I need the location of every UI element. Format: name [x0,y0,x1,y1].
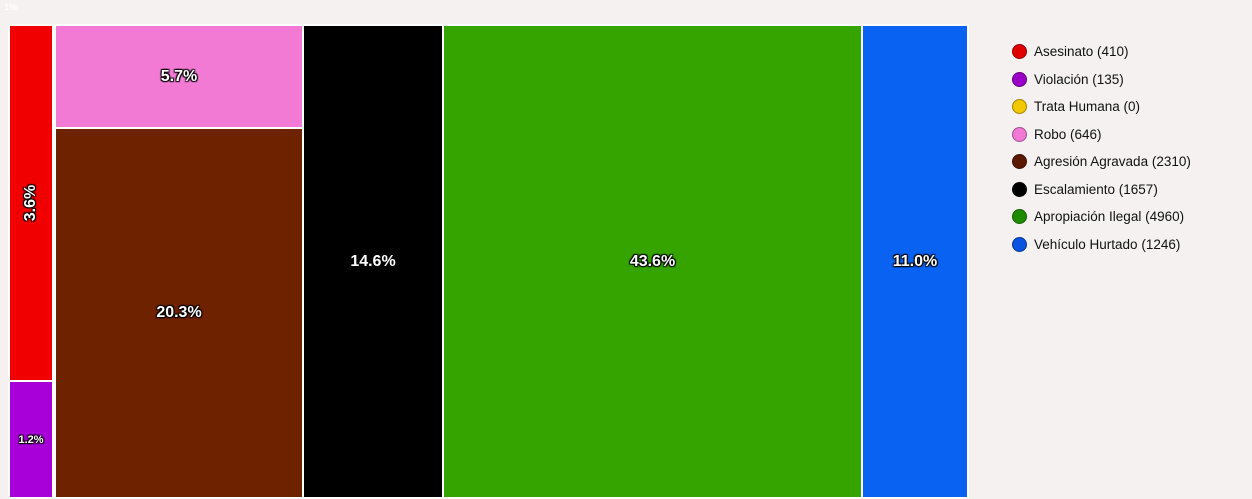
cell-violacion[interactable]: 1.2% [8,380,54,499]
legend-item-apropiacion-ilegal[interactable]: Apropiación Ilegal (4960) [1012,203,1248,231]
legend-label: Robo (646) [1034,126,1102,142]
legend: Asesinato (410) Violación (135) Trata Hu… [1012,38,1248,258]
cell-label-apropiacion-ilegal: 43.6% [629,252,676,270]
legend-label: Asesinato (410) [1034,44,1129,60]
legend-dot-icon [1012,44,1027,60]
legend-item-robo[interactable]: Robo (646) [1012,121,1248,149]
cell-label-robo: 5.7% [160,67,198,85]
cell-label-agresion-agravada: 20.3% [156,304,202,321]
legend-dot-icon [1012,209,1027,225]
legend-label: Trata Humana (0) [1034,99,1141,115]
cell-label-violacion: 1.2% [18,433,44,446]
legend-item-asesinato[interactable]: Asesinato (410) [1012,38,1248,66]
cell-label-vehiculo-hurtado: 11.0% [892,252,938,270]
cell-label-asesinato: 3.6% [22,184,39,222]
cell-asesinato[interactable]: 3.6% [8,24,54,382]
corner-label: 1% [4,2,18,12]
legend-label: Escalamiento (1657) [1034,181,1158,197]
cell-label-escalamiento: 14.6% [350,252,396,270]
cell-agresion-agravada[interactable]: 20.3% [54,127,304,499]
legend-item-escalamiento[interactable]: Escalamiento (1657) [1012,176,1248,204]
cell-apropiacion-ilegal[interactable]: 43.6% [442,24,863,499]
legend-item-violacion[interactable]: Violación (135) [1012,66,1248,94]
legend-dot-icon [1012,236,1027,252]
legend-label: Vehículo Hurtado (1246) [1034,236,1181,252]
treemap-chart: 1% 3.6% 1.2% 5.7% 20.3% 14.6% 43.6% 11.0… [4,2,969,499]
legend-item-agresion-agravada[interactable]: Agresión Agravada (2310) [1012,148,1248,176]
cell-vehiculo-hurtado[interactable]: 11.0% [861,24,969,499]
legend-item-trata-humana[interactable]: Trata Humana (0) [1012,93,1248,121]
legend-dot-icon [1012,126,1027,142]
legend-dot-icon [1012,71,1027,87]
legend-dot-icon [1012,99,1027,115]
legend-label: Apropiación Ilegal (4960) [1034,209,1185,225]
legend-label: Violación (135) [1034,71,1124,87]
legend-dot-icon [1012,154,1027,170]
cell-escalamiento[interactable]: 14.6% [302,24,444,499]
cell-robo[interactable]: 5.7% [54,24,304,129]
legend-label: Agresión Agravada (2310) [1034,154,1191,170]
legend-dot-icon [1012,181,1027,197]
legend-item-vehiculo-hurtado[interactable]: Vehículo Hurtado (1246) [1012,231,1248,259]
